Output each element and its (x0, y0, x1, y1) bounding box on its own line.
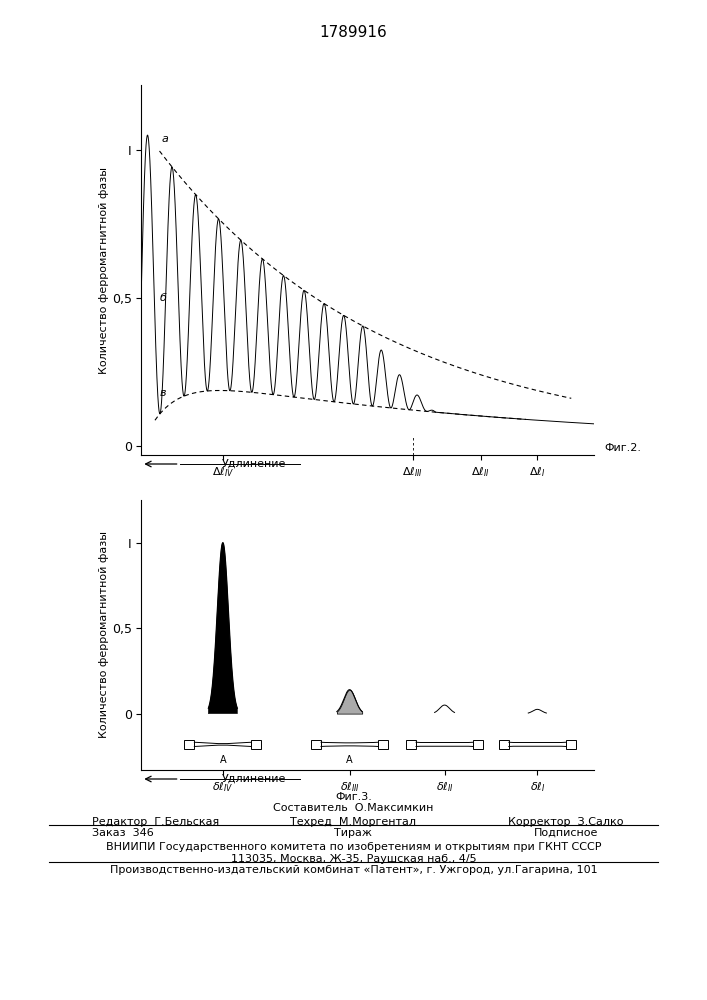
Text: Корректор  З.Салко: Корректор З.Салко (508, 817, 624, 827)
Bar (473, 740, 483, 749)
Text: Подписное: Подписное (533, 828, 598, 838)
Bar (378, 740, 388, 749)
Text: Удлинение: Удлинение (222, 774, 286, 784)
Bar (566, 740, 575, 749)
Text: в: в (160, 388, 166, 398)
Text: Редактор  Г.Бельская: Редактор Г.Бельская (92, 817, 219, 827)
Bar (252, 740, 262, 749)
Y-axis label: Количество ферромагнитной фазы: Количество ферромагнитной фазы (99, 166, 109, 373)
Text: Фиг.2.: Фиг.2. (604, 443, 641, 453)
Bar (499, 740, 509, 749)
Text: Техред  М.Моргентал: Техред М.Моргентал (291, 817, 416, 827)
Bar (185, 740, 194, 749)
Y-axis label: Количество ферромагнитной фазы: Количество ферромагнитной фазы (99, 532, 109, 738)
Text: 113035, Москва, Ж-35, Раушская наб., 4/5: 113035, Москва, Ж-35, Раушская наб., 4/5 (230, 854, 477, 864)
Bar (311, 740, 321, 749)
Text: б: б (160, 293, 166, 303)
Text: А: А (220, 755, 226, 765)
Text: а: а (162, 134, 169, 144)
Bar (406, 740, 416, 749)
Text: Составитель  О.Максимкин: Составитель О.Максимкин (274, 803, 433, 813)
Text: Тираж: Тираж (334, 828, 373, 838)
Text: Фиг.3.: Фиг.3. (335, 792, 372, 802)
Text: Удлинение: Удлинение (222, 459, 286, 469)
Text: ВНИИПИ Государственного комитета по изобретениям и открытиям при ГКНТ СССР: ВНИИПИ Государственного комитета по изоб… (106, 842, 601, 852)
Text: Заказ  346: Заказ 346 (92, 828, 153, 838)
Text: 1789916: 1789916 (320, 25, 387, 40)
Text: А: А (346, 755, 353, 765)
Text: Производственно-издательский комбинат «Патент», г. Ужгород, ул.Гагарина, 101: Производственно-издательский комбинат «П… (110, 865, 597, 875)
